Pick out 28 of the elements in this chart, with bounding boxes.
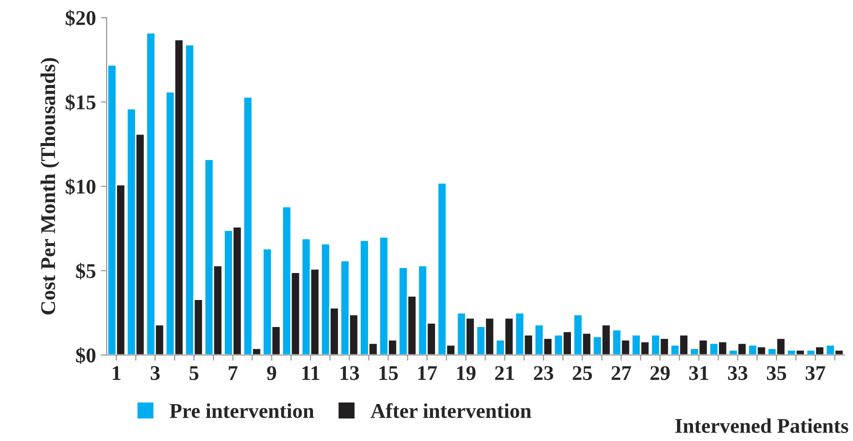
x-tick-label: 21: [495, 366, 514, 380]
y-axis-title: Cost Per Month (Thousands): [40, 58, 60, 314]
x-tick-label: 3: [150, 366, 160, 380]
legend-label: Pre intervention: [170, 403, 314, 418]
x-tick-label: 9: [267, 366, 276, 380]
x-tick-label: 35: [766, 366, 786, 380]
x-axis-title: Intervened Patients: [675, 418, 848, 433]
y-tick-label: $5: [76, 262, 96, 280]
y-tick-label: $15: [66, 94, 96, 111]
x-tick-label: 25: [572, 366, 592, 380]
x-tick-label: 7: [228, 366, 238, 380]
x-tick-label: 19: [457, 366, 476, 380]
x-tick-label: 13: [340, 366, 360, 380]
y-tick-label: $20: [66, 10, 96, 26]
x-tick-label: 23: [534, 366, 554, 380]
legend-label: After intervention: [370, 403, 532, 418]
x-tick-label: 1: [112, 366, 120, 380]
x-tick-label: 29: [650, 366, 670, 380]
x-tick-label: 17: [418, 366, 437, 380]
x-tick-label: 15: [379, 366, 398, 380]
y-tick-label: $0: [76, 347, 96, 364]
x-tick-label: 33: [728, 366, 748, 380]
y-tick-label: $10: [66, 178, 96, 196]
x-tick-label: 31: [689, 366, 708, 380]
x-tick-label: 5: [190, 366, 198, 380]
x-tick-label: 37: [806, 366, 826, 380]
x-tick-label: 11: [302, 366, 320, 380]
x-tick-label: 27: [612, 366, 632, 380]
